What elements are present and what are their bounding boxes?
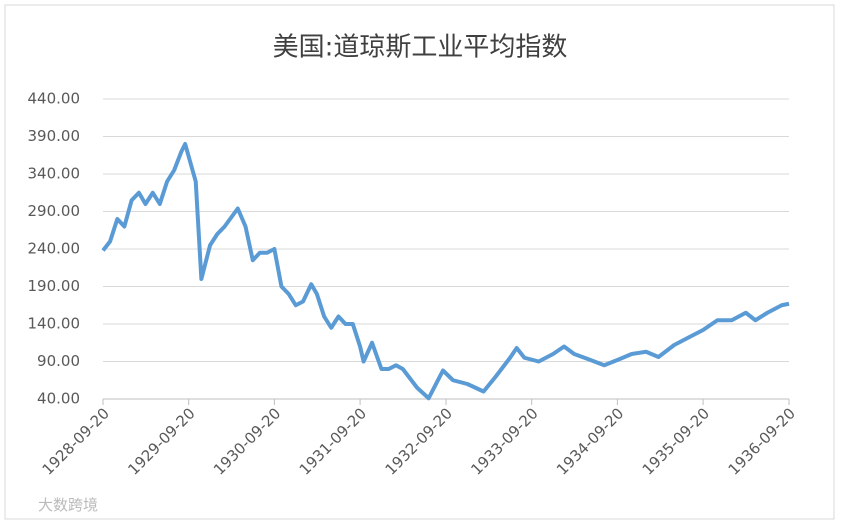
data-line xyxy=(101,142,790,401)
y-tick-label: 290.00 xyxy=(28,202,81,220)
watermark: 大数跨境 xyxy=(38,496,98,514)
y-tick-label: 440.00 xyxy=(28,90,81,108)
y-tick-label: 240.00 xyxy=(28,240,81,258)
y-tick-label: 140.00 xyxy=(28,315,81,333)
chart-title: 美国:道琼斯工业平均指数 xyxy=(273,33,568,63)
y-tick-label: 40.00 xyxy=(37,390,80,408)
y-tick-label: 390.00 xyxy=(28,127,81,145)
y-tick-label: 340.00 xyxy=(28,165,81,183)
y-tick-label: 190.00 xyxy=(28,277,81,295)
y-tick-label: 90.00 xyxy=(37,352,80,370)
chart-frame xyxy=(4,4,835,520)
